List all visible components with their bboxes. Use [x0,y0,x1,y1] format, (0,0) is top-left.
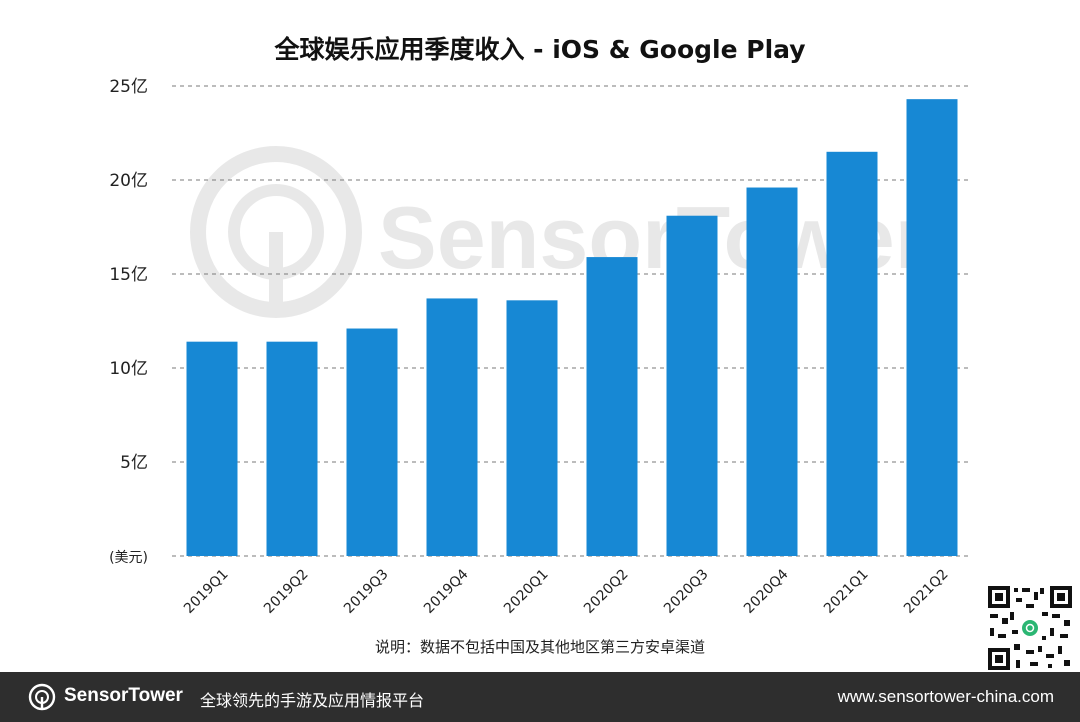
bar-2019Q2 [267,342,318,556]
x-tick-label: 2019Q2 [261,566,312,617]
y-tick-label: (美元) [109,550,148,566]
bars [187,99,958,556]
x-tick-label: 2020Q3 [661,566,712,617]
x-tick-label: 2019Q4 [421,566,472,617]
x-tick-label: 2021Q2 [901,566,952,617]
sensortower-logo-icon [28,683,56,711]
x-tick-label: 2021Q1 [821,566,872,617]
y-tick-label: 25亿 [109,77,148,97]
y-tick-label: 5亿 [120,453,148,473]
x-tick-label: 2019Q1 [181,566,232,617]
bar-2020Q2 [587,257,638,556]
bar-2019Q4 [427,298,478,556]
y-tick-label: 15亿 [109,265,148,285]
footer-bar: SensorTower 全球领先的手游及应用情报平台 www.sensortow… [0,672,1080,722]
bar-2019Q1 [187,342,238,556]
bar-2021Q1 [827,152,878,556]
footer-tagline: 全球领先的手游及应用情报平台 [200,687,424,711]
x-tick-label: 2020Q2 [581,566,632,617]
bar-2021Q2 [907,99,958,556]
bar-2019Q3 [347,329,398,556]
bar-2020Q4 [747,188,798,556]
y-axis-ticks: (美元) 5亿 10亿 15亿 20亿 25亿 [109,77,148,566]
x-tick-label: 2020Q1 [501,566,552,617]
x-tick-label: 2019Q3 [341,566,392,617]
qr-code[interactable] [986,584,1074,672]
y-tick-label: 10亿 [109,359,148,379]
sensortower-watermark: SensorTower [198,154,929,312]
bar-2020Q1 [507,300,558,556]
footer-brand: SensorTower [64,685,183,707]
x-axis-ticks: 2019Q1 2019Q2 2019Q3 2019Q4 2020Q1 2020Q2 2020… [181,566,952,617]
bar-2020Q3 [667,216,718,556]
footer-url[interactable]: www.sensortower-china.com [838,687,1054,707]
y-tick-label: 20亿 [109,171,148,191]
data-note: 说明：数据不包括中国及其他地区第三方安卓渠道 [0,636,1080,657]
x-tick-label: 2020Q4 [741,566,792,617]
